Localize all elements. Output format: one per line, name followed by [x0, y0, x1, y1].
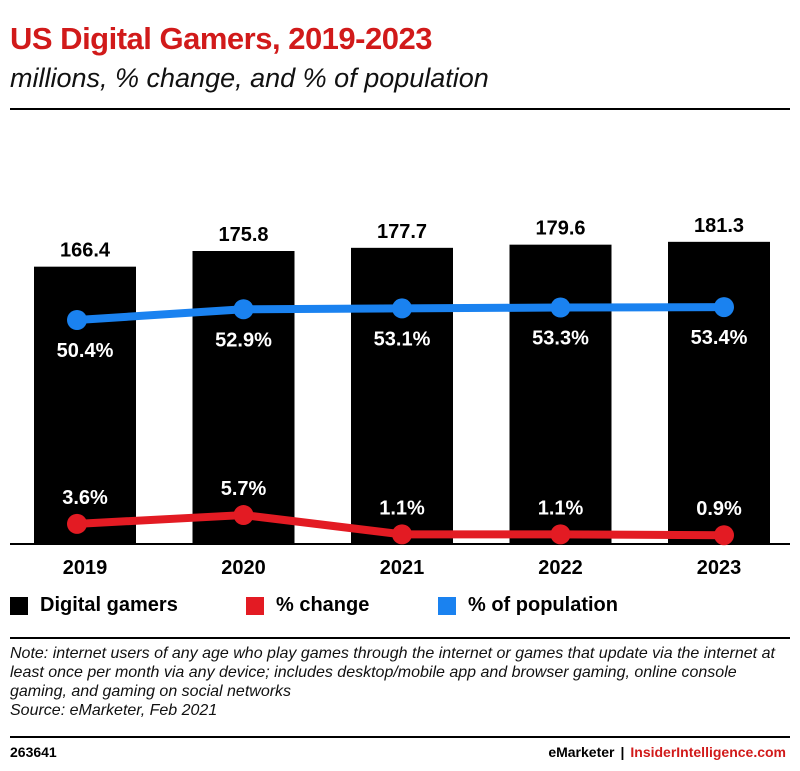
point-pct-population-2020: [233, 299, 254, 320]
legend-label-digital-gamers: Digital gamers: [40, 594, 178, 616]
point-pct-change-2020: [233, 505, 254, 526]
label-pct-change-2021: 1.1%: [379, 497, 425, 519]
label-pct-change-2022: 1.1%: [538, 497, 584, 519]
brand-separator: |: [620, 744, 625, 760]
point-pct-change-2023: [714, 525, 734, 546]
point-pct-change-2019: [67, 513, 87, 534]
chart-id: 263641: [10, 744, 57, 760]
label-pct-change-2019: 3.6%: [62, 487, 108, 509]
bar-digital-gamers-2021: [351, 247, 453, 545]
legend-item-digital-gamers: Digital gamers: [10, 594, 178, 617]
bar-digital-gamers-2019: [34, 266, 136, 544]
legend-item-pct-population: % of population: [438, 594, 618, 617]
chart-title: US Digital Gamers, 2019-2023: [10, 21, 432, 56]
label-pct-population-2023: 53.4%: [691, 327, 748, 349]
note-divider: [10, 637, 790, 639]
point-pct-change-2021: [392, 524, 412, 545]
note-text: Note: internet users of any age who play…: [10, 645, 775, 700]
chart-plot: 166.4 175.8 177.7 179.6 181.3 50.4% 52.9% 53.1%…: [10, 215, 790, 579]
label-pct-change-2020: 5.7%: [221, 478, 267, 500]
bar-label-2022: 179.6: [535, 218, 585, 240]
x-tick-label-2020: 2020: [221, 557, 266, 579]
x-tick-label-2019: 2019: [63, 557, 108, 579]
label-pct-population-2021: 53.1%: [374, 328, 431, 350]
bar-label-2021: 177.7: [377, 221, 427, 243]
bar-label-2020: 175.8: [218, 224, 268, 246]
brand-insider-intelligence: InsiderIntelligence.com: [630, 744, 786, 760]
legend-item-pct-change: % change: [246, 594, 369, 617]
footer-brand: eMarketer | InsiderIntelligence.com: [548, 744, 786, 760]
source-text: Source: eMarketer, Feb 2021: [10, 702, 218, 719]
legend-swatch-pct-change: [246, 596, 264, 615]
chart-note: Note: internet users of any age who play…: [10, 644, 790, 720]
label-pct-population-2019: 50.4%: [57, 340, 114, 362]
point-pct-population-2022: [550, 297, 571, 318]
x-tick-label-2022: 2022: [538, 557, 583, 579]
point-pct-population-2021: [392, 298, 412, 319]
label-pct-population-2022: 53.3%: [532, 328, 589, 350]
chart-subtitle: millions, % change, and % of population: [10, 63, 489, 93]
point-pct-change-2022: [550, 524, 571, 545]
bar-label-2023: 181.3: [694, 215, 744, 237]
x-tick-label-2021: 2021: [380, 557, 425, 579]
brand-emarketer: eMarketer: [548, 744, 615, 760]
x-tick-label-2023: 2023: [697, 557, 742, 579]
label-pct-population-2020: 52.9%: [215, 329, 272, 351]
point-pct-population-2023: [714, 297, 734, 318]
point-pct-population-2019: [67, 310, 87, 330]
bar-digital-gamers-2022: [509, 244, 612, 544]
top-divider: [10, 108, 790, 110]
label-pct-change-2023: 0.9%: [696, 498, 742, 520]
legend-swatch-digital-gamers: [10, 596, 28, 615]
bar-label-2019: 166.4: [60, 240, 111, 262]
legend-label-pct-population: % of population: [468, 594, 618, 616]
legend-label-pct-change: % change: [276, 594, 370, 616]
legend-swatch-pct-population: [438, 596, 456, 615]
footer-divider: [10, 736, 790, 738]
bar-digital-gamers-2023: [668, 241, 770, 545]
